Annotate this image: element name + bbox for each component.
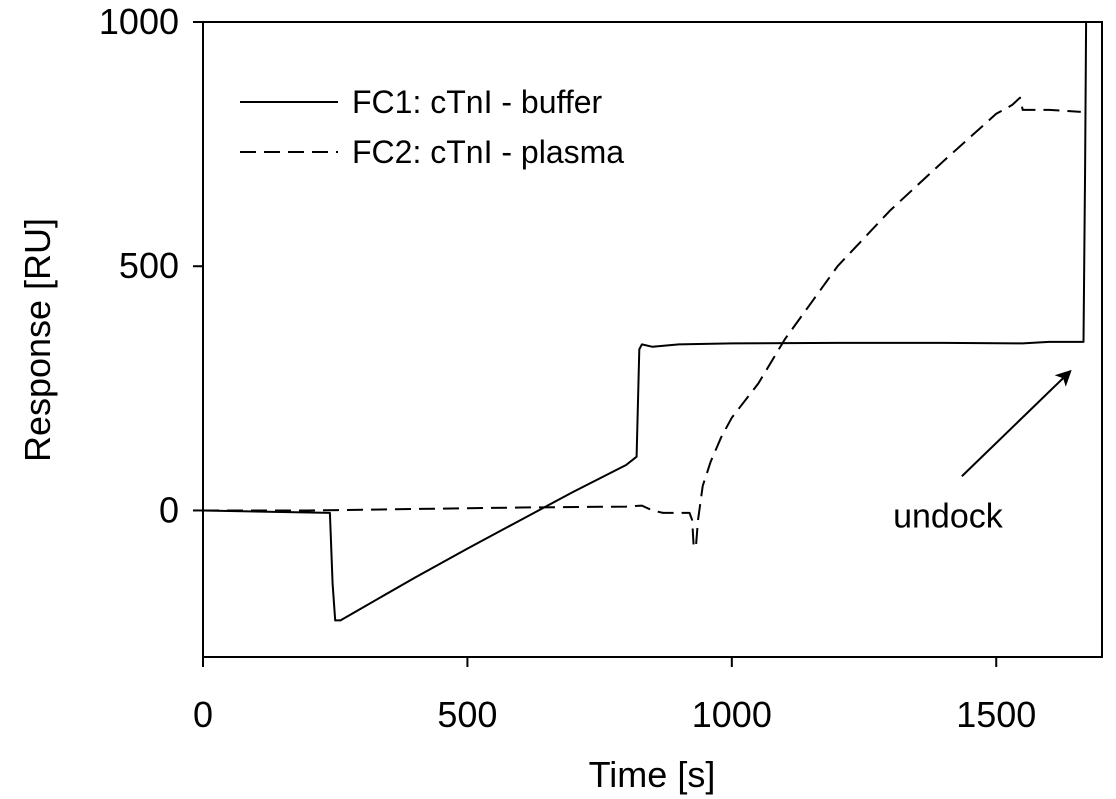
- series-layer: [202, 21, 1088, 622]
- legend-label-2: FC2: cTnI - plasma: [352, 134, 624, 170]
- x-axis-title: Time [s]: [589, 754, 716, 795]
- annotation-arrow-1: [961, 369, 1072, 477]
- y-axis-title: Response [RU]: [17, 218, 58, 462]
- x-tick-label: 1000: [692, 694, 772, 735]
- x-tick-label: 500: [437, 694, 497, 735]
- x-axis-ticks: 0 500 1000 1500: [193, 657, 1036, 735]
- legend-label-1: FC1: cTnI - buffer: [352, 84, 603, 120]
- y-tick-label: 500: [119, 245, 179, 286]
- plot-frame: [202, 21, 1103, 658]
- annotation-text-1: undock: [893, 497, 1004, 535]
- x-tick-label: 0: [193, 694, 213, 735]
- series-line-1: [202, 21, 1088, 622]
- series-line-2: [203, 96, 1081, 549]
- y-axis-ticks: 0 500 1000: [99, 1, 203, 530]
- legend: FC1: cTnI - buffer FC2: cTnI - plasma: [240, 84, 624, 170]
- y-tick-label: 0: [159, 489, 179, 530]
- x-tick-label: 1500: [956, 694, 1036, 735]
- annotations: undock: [893, 369, 1072, 535]
- y-tick-label: 1000: [99, 1, 179, 42]
